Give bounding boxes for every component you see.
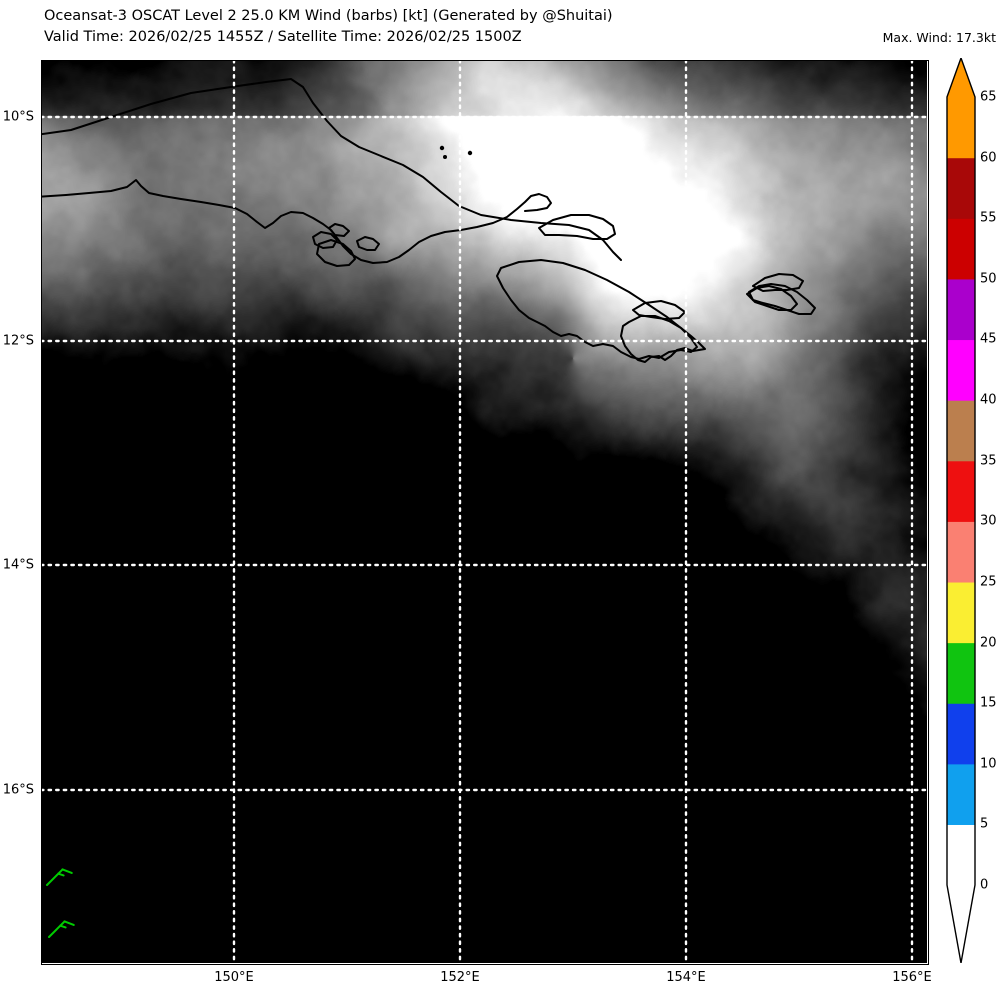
xtick-label-150E: 150°E bbox=[214, 970, 254, 985]
wind-speed-colorbar[interactable]: 0 5 10 15 20 25 30 35 40 45 50 55 60 65 bbox=[946, 58, 997, 963]
colorbar-tick-50: 50 bbox=[980, 271, 997, 287]
xtick-label-156E: 156°E bbox=[892, 970, 932, 985]
xtick-label-154E: 154°E bbox=[666, 970, 706, 985]
colorbar-outline bbox=[946, 58, 976, 963]
wind-barb bbox=[46, 868, 73, 886]
gridline-layer bbox=[41, 60, 927, 963]
wind-barb-layer bbox=[46, 868, 75, 938]
colorbar-band-0-5 bbox=[947, 824, 975, 886]
colorbar-band-over bbox=[947, 58, 975, 97]
colorbar-tick-0: 0 bbox=[980, 877, 989, 893]
colorbar-tick-25: 25 bbox=[980, 574, 997, 590]
ytick-label-12S: 12°S bbox=[2, 333, 34, 349]
colorbar-band-60-65 bbox=[947, 97, 975, 159]
xtick-label-152E: 152°E bbox=[440, 970, 480, 985]
colorbar-band-under bbox=[947, 885, 975, 963]
colorbar-tick-20: 20 bbox=[980, 635, 997, 651]
colorbar-band-35-40 bbox=[947, 400, 975, 462]
colorbar-tick-5: 5 bbox=[980, 816, 989, 832]
ytick-label-10S: 10°S bbox=[2, 109, 34, 125]
coastline-layer bbox=[41, 78, 816, 363]
max-wind-annotation: Max. Wind: 17.3kt bbox=[882, 30, 996, 45]
colorbar-tick-55: 55 bbox=[980, 210, 997, 226]
colorbar-band-25-30 bbox=[947, 521, 975, 583]
colorbar-band-10-15 bbox=[947, 703, 975, 765]
colorbar-band-15-20 bbox=[947, 642, 975, 704]
colorbar-band-40-45 bbox=[947, 339, 975, 401]
colorbar-band-5-10 bbox=[947, 763, 975, 825]
wind-barb bbox=[48, 920, 75, 938]
chart-title-line-2: Valid Time: 2026/02/25 1455Z / Satellite… bbox=[44, 29, 522, 45]
colorbar-tick-65: 65 bbox=[980, 89, 997, 105]
satellite-imagery-layer bbox=[41, 60, 927, 963]
colorbar-band-20-25 bbox=[947, 581, 975, 644]
ytick-label-16S: 16°S bbox=[2, 782, 34, 798]
colorbar-svg bbox=[946, 58, 976, 963]
colorbar-band-55-60 bbox=[947, 157, 975, 219]
colorbar-band-45-50 bbox=[947, 278, 975, 341]
colorbar-tick-45: 45 bbox=[980, 331, 997, 347]
chart-title-block: Oceansat-3 OSCAT Level 2 25.0 KM Wind (b… bbox=[44, 6, 784, 48]
satellite-map-axes[interactable] bbox=[41, 60, 927, 963]
colorbar-tick-40: 40 bbox=[980, 392, 997, 408]
colorbar-tick-10: 10 bbox=[980, 756, 997, 772]
chart-title-line-1: Oceansat-3 OSCAT Level 2 25.0 KM Wind (b… bbox=[44, 8, 613, 24]
colorbar-tick-35: 35 bbox=[980, 453, 997, 469]
colorbar-tick-60: 60 bbox=[980, 150, 997, 166]
ytick-label-14S: 14°S bbox=[2, 557, 34, 573]
colorbar-band-50-55 bbox=[947, 218, 975, 280]
colorbar-tick-30: 30 bbox=[980, 513, 997, 529]
colorbar-band-30-35 bbox=[947, 460, 975, 522]
colorbar-tick-15: 15 bbox=[980, 695, 997, 711]
